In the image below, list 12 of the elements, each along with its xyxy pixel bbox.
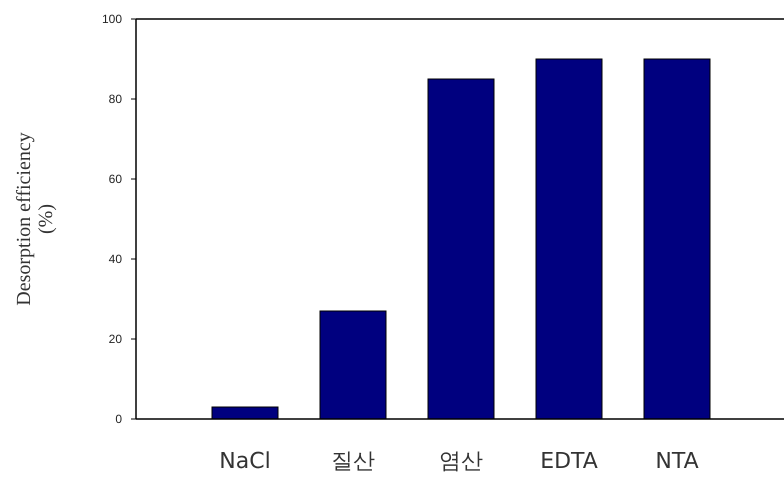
y-tick-label: 80 — [108, 92, 122, 106]
y-tick-label: 100 — [102, 12, 122, 26]
y-tick-label: 0 — [115, 412, 122, 426]
y-tick-label: 20 — [108, 332, 122, 346]
x-tick-label: NTA — [655, 449, 699, 474]
x-tick-label: NaCl — [219, 449, 271, 474]
x-tick-label: 염산 — [439, 449, 483, 474]
y-tick-label: 40 — [108, 252, 122, 266]
x-tick-label: 질산 — [331, 449, 375, 474]
x-tick-label: EDTA — [540, 449, 598, 474]
y-tick-label: 60 — [108, 172, 122, 186]
y-axis-title: Desorption efficiency (%) — [13, 132, 57, 306]
